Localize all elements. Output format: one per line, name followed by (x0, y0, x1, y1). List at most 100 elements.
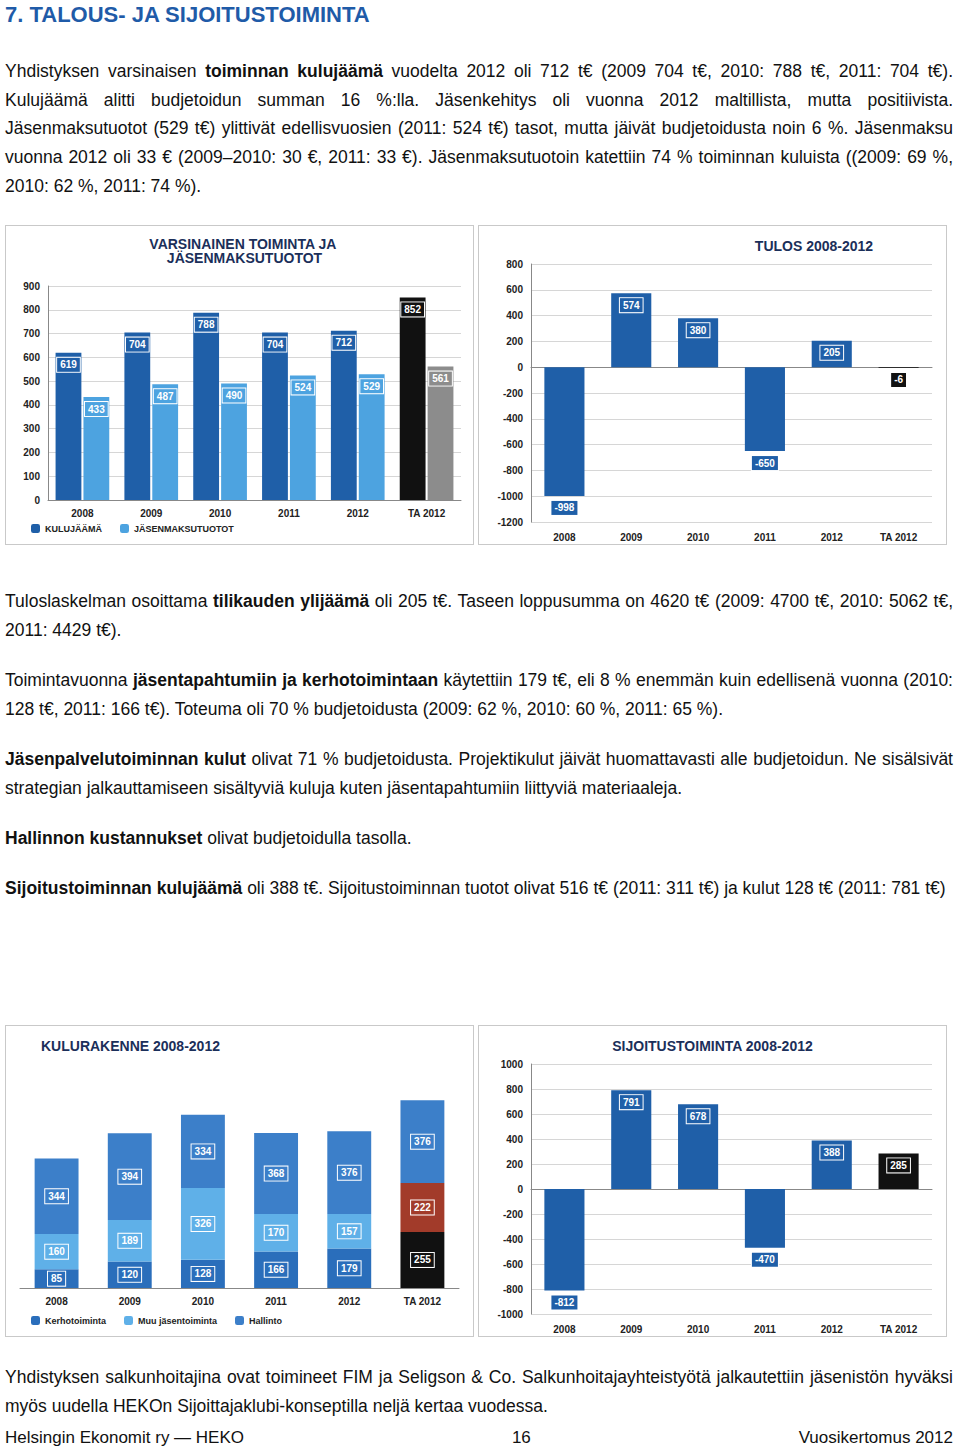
svg-text:433: 433 (88, 404, 105, 415)
svg-text:100: 100 (23, 471, 40, 482)
svg-text:-400: -400 (503, 413, 523, 424)
svg-text:0: 0 (34, 495, 40, 506)
svg-text:JÄSENMAKSUTUOTOT: JÄSENMAKSUTUOTOT (167, 250, 323, 266)
svg-text:-800: -800 (503, 1284, 523, 1295)
svg-text:2009: 2009 (119, 1296, 142, 1307)
svg-text:2012: 2012 (821, 1324, 844, 1335)
svg-text:222: 222 (414, 1202, 431, 1213)
svg-text:376: 376 (341, 1167, 358, 1178)
svg-text:368: 368 (268, 1168, 285, 1179)
svg-text:800: 800 (506, 1084, 523, 1095)
svg-text:2012: 2012 (821, 532, 844, 543)
svg-text:2009: 2009 (140, 508, 163, 519)
svg-text:JÄSENMAKSUTUOTOT: JÄSENMAKSUTUOTOT (134, 524, 234, 534)
svg-text:400: 400 (506, 310, 523, 321)
svg-text:2008: 2008 (553, 532, 576, 543)
svg-text:791: 791 (623, 1097, 640, 1108)
svg-text:2011: 2011 (754, 1324, 776, 1335)
svg-text:-998: -998 (554, 502, 574, 513)
svg-text:2011: 2011 (278, 508, 300, 519)
svg-text:619: 619 (60, 359, 77, 370)
svg-text:255: 255 (414, 1254, 431, 1265)
svg-text:170: 170 (268, 1227, 285, 1238)
svg-text:0: 0 (517, 1184, 523, 1195)
svg-text:205: 205 (823, 347, 840, 358)
svg-text:128: 128 (195, 1268, 212, 1279)
svg-text:2009: 2009 (620, 1324, 643, 1335)
svg-text:326: 326 (195, 1218, 212, 1229)
svg-text:800: 800 (506, 259, 523, 270)
svg-text:704: 704 (129, 339, 146, 350)
svg-text:-200: -200 (503, 1209, 523, 1220)
svg-text:TA 2012: TA 2012 (408, 508, 446, 519)
svg-text:2010: 2010 (209, 508, 232, 519)
svg-text:179: 179 (341, 1263, 358, 1274)
svg-text:678: 678 (690, 1111, 707, 1122)
svg-text:380: 380 (690, 325, 707, 336)
svg-text:Kerhotoiminta: Kerhotoiminta (45, 1316, 107, 1326)
svg-text:524: 524 (295, 382, 312, 393)
svg-text:388: 388 (823, 1147, 840, 1158)
svg-text:2012: 2012 (347, 508, 370, 519)
svg-text:400: 400 (506, 1134, 523, 1145)
svg-text:-1000: -1000 (497, 1309, 523, 1320)
svg-text:-470: -470 (755, 1254, 775, 1265)
svg-text:561: 561 (432, 373, 449, 384)
svg-text:788: 788 (198, 319, 215, 330)
svg-text:200: 200 (23, 447, 40, 458)
svg-text:2008: 2008 (553, 1324, 576, 1335)
svg-text:2011: 2011 (265, 1296, 287, 1307)
svg-text:TULOS 2008-2012: TULOS 2008-2012 (755, 238, 873, 254)
svg-text:2010: 2010 (192, 1296, 215, 1307)
svg-text:376: 376 (414, 1136, 431, 1147)
svg-text:200: 200 (506, 1159, 523, 1170)
svg-text:TA 2012: TA 2012 (880, 1324, 918, 1335)
svg-text:2012: 2012 (338, 1296, 361, 1307)
svg-text:700: 700 (23, 328, 40, 339)
svg-text:KULURAKENNE 2008-2012: KULURAKENNE 2008-2012 (41, 1038, 220, 1054)
svg-text:160: 160 (48, 1246, 65, 1257)
svg-text:1000: 1000 (501, 1059, 524, 1070)
svg-text:200: 200 (506, 336, 523, 347)
svg-text:334: 334 (195, 1146, 212, 1157)
svg-text:Hallinto: Hallinto (249, 1316, 283, 1326)
svg-text:85: 85 (51, 1273, 63, 1284)
svg-text:394: 394 (121, 1171, 138, 1182)
svg-text:490: 490 (226, 390, 243, 401)
svg-text:900: 900 (23, 281, 40, 292)
svg-text:Muu jäsentoiminta: Muu jäsentoiminta (138, 1316, 218, 1326)
svg-text:SIJOITUSTOIMINTA 2008-2012: SIJOITUSTOIMINTA 2008-2012 (612, 1038, 813, 1054)
svg-text:2008: 2008 (45, 1296, 68, 1307)
svg-text:166: 166 (268, 1264, 285, 1275)
svg-text:-812: -812 (554, 1297, 574, 1308)
svg-text:TA 2012: TA 2012 (880, 532, 918, 543)
svg-text:-200: -200 (503, 388, 523, 399)
svg-text:157: 157 (341, 1226, 358, 1237)
svg-text:300: 300 (23, 423, 40, 434)
svg-text:600: 600 (506, 1109, 523, 1120)
svg-text:600: 600 (506, 284, 523, 295)
svg-text:-1200: -1200 (497, 517, 523, 528)
svg-text:285: 285 (890, 1160, 907, 1171)
svg-text:120: 120 (121, 1269, 138, 1280)
svg-text:704: 704 (267, 339, 284, 350)
svg-text:-6: -6 (894, 374, 903, 385)
svg-text:574: 574 (623, 300, 640, 311)
svg-text:529: 529 (363, 381, 380, 392)
svg-text:-1000: -1000 (497, 491, 523, 502)
svg-text:2010: 2010 (687, 1324, 710, 1335)
svg-text:500: 500 (23, 376, 40, 387)
svg-text:-400: -400 (503, 1234, 523, 1245)
svg-text:-600: -600 (503, 439, 523, 450)
svg-text:2009: 2009 (620, 532, 643, 543)
svg-text:TA 2012: TA 2012 (404, 1296, 442, 1307)
svg-text:800: 800 (23, 304, 40, 315)
svg-text:-650: -650 (755, 458, 775, 469)
svg-text:2011: 2011 (754, 532, 776, 543)
svg-text:487: 487 (157, 391, 174, 402)
svg-text:0: 0 (517, 362, 523, 373)
svg-text:-600: -600 (503, 1259, 523, 1270)
svg-text:600: 600 (23, 352, 40, 363)
svg-text:189: 189 (121, 1235, 138, 1246)
svg-text:2008: 2008 (71, 508, 94, 519)
